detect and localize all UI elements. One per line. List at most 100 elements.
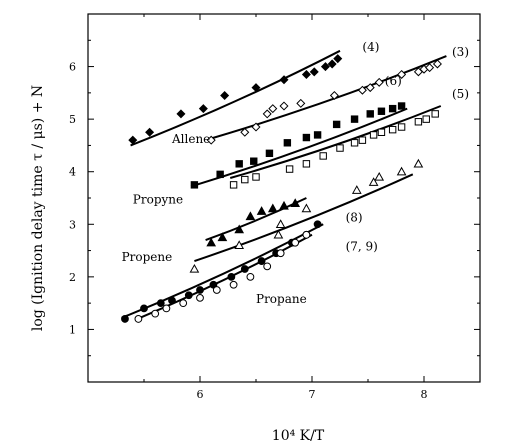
data-point-circle	[196, 293, 204, 302]
series-annotation: (4)	[362, 40, 379, 54]
data-point-square	[235, 160, 243, 168]
data-point-square	[388, 104, 397, 113]
data-point-square	[319, 152, 327, 160]
data-point-square	[229, 181, 238, 189]
data-point-triangle	[413, 158, 424, 168]
data-point-triangle	[234, 224, 245, 234]
data-point-diamond	[374, 77, 384, 87]
series-annotation: (3)	[452, 45, 469, 59]
data-point-triangle	[273, 229, 284, 239]
data-point-diamond	[206, 135, 216, 145]
data-point-diamond	[333, 54, 343, 64]
y-tick-label: 4	[69, 166, 76, 179]
y-tick-label: 5	[69, 113, 76, 126]
series-annotation: Propene	[122, 250, 173, 264]
x-axis-title: 10⁴ K/T	[272, 428, 325, 444]
data-point-circle	[134, 315, 143, 323]
data-point-square	[302, 160, 311, 168]
data-point-square	[366, 110, 374, 118]
data-point-diamond	[145, 127, 155, 137]
data-point-triangle	[256, 206, 267, 215]
y-tick-label: 6	[69, 61, 76, 74]
data-point-square	[377, 107, 386, 115]
data-point-triangle	[396, 166, 407, 176]
series-annotation: Propyne	[133, 192, 183, 206]
data-point-circle	[257, 257, 266, 265]
data-point-circle	[212, 286, 221, 294]
fit-lines	[121, 49, 447, 321]
data-point-square	[336, 144, 344, 152]
data-point-triangle	[368, 177, 379, 186]
data-point-diamond	[327, 59, 337, 69]
x-tick-label: 8	[421, 388, 428, 401]
data-point-diamond	[357, 85, 367, 95]
data-point-square	[350, 115, 359, 123]
data-point-circle	[121, 315, 129, 323]
data-point-diamond	[320, 62, 330, 72]
series-annotation: (5)	[452, 87, 469, 101]
data-point-square	[252, 173, 260, 181]
data-point-circle	[168, 296, 176, 305]
data-point-diamond	[365, 83, 375, 93]
fit-line	[134, 233, 313, 321]
data-point-triangle	[245, 211, 256, 221]
data-point-diamond	[329, 90, 339, 100]
y-tick-label: 3	[69, 218, 76, 231]
data-point-circle	[140, 304, 148, 313]
data-point-diamond	[251, 122, 261, 132]
data-point-diamond	[425, 63, 435, 73]
data-point-circle	[240, 265, 249, 273]
data-point-triangle	[351, 185, 362, 194]
data-point-diamond	[279, 101, 289, 111]
data-point-circle	[162, 304, 171, 313]
data-point-circle	[227, 272, 236, 281]
x-tick-label: 6	[197, 388, 204, 401]
y-tick-label: 1	[69, 323, 76, 336]
data-point-square	[397, 123, 406, 131]
data-point-square	[190, 181, 199, 189]
data-point-circle	[184, 291, 193, 300]
data-point-triangle	[374, 171, 385, 181]
series-annotations: (4) (3) (6) (5) Allene Propyne Propene (8) (7, 9…	[122, 40, 469, 306]
series-annotation: (8)	[346, 211, 363, 225]
data-point-square	[302, 133, 311, 142]
data-point-diamond	[432, 59, 442, 69]
data-point-diamond	[268, 104, 278, 114]
data-point-square	[397, 102, 406, 110]
data-point-square	[285, 165, 294, 173]
plot-frame	[87, 13, 481, 383]
data-point-circle	[276, 249, 285, 258]
data-point-square	[388, 125, 397, 134]
y-axis-title: log (Ignition delay time τ / μs) + N	[30, 85, 46, 331]
data-point-triangle	[189, 263, 200, 273]
data-point-circle	[263, 262, 272, 271]
data-point-circle	[156, 299, 165, 308]
data-point-square	[414, 118, 423, 126]
data-point-diamond	[397, 69, 407, 79]
data-point-triangle	[290, 198, 301, 207]
y-tick-label: 2	[69, 271, 76, 284]
data-point-triangle	[279, 200, 289, 210]
data-markers	[121, 54, 442, 323]
data-point-circle	[313, 220, 322, 229]
data-point-square	[313, 131, 322, 139]
data-point-square	[216, 170, 224, 179]
data-point-diamond	[251, 83, 261, 93]
data-point-square	[332, 120, 341, 129]
data-point-square	[350, 139, 359, 147]
series-annotation: Propane	[256, 292, 307, 306]
data-point-square	[265, 149, 274, 158]
data-point-triangle	[206, 237, 217, 247]
data-point-triangle	[267, 203, 278, 213]
data-point-diamond	[279, 75, 289, 85]
data-point-diamond	[309, 67, 319, 77]
tick-labels: 6 7 8 1 2 3 4 5 6	[69, 61, 428, 401]
data-point-diamond	[220, 90, 230, 100]
data-point-diamond	[240, 127, 250, 137]
data-point-square	[241, 175, 249, 184]
data-point-circle	[179, 299, 188, 308]
data-point-diamond	[176, 109, 186, 119]
data-point-diamond	[198, 104, 208, 114]
data-point-diamond	[128, 135, 138, 145]
